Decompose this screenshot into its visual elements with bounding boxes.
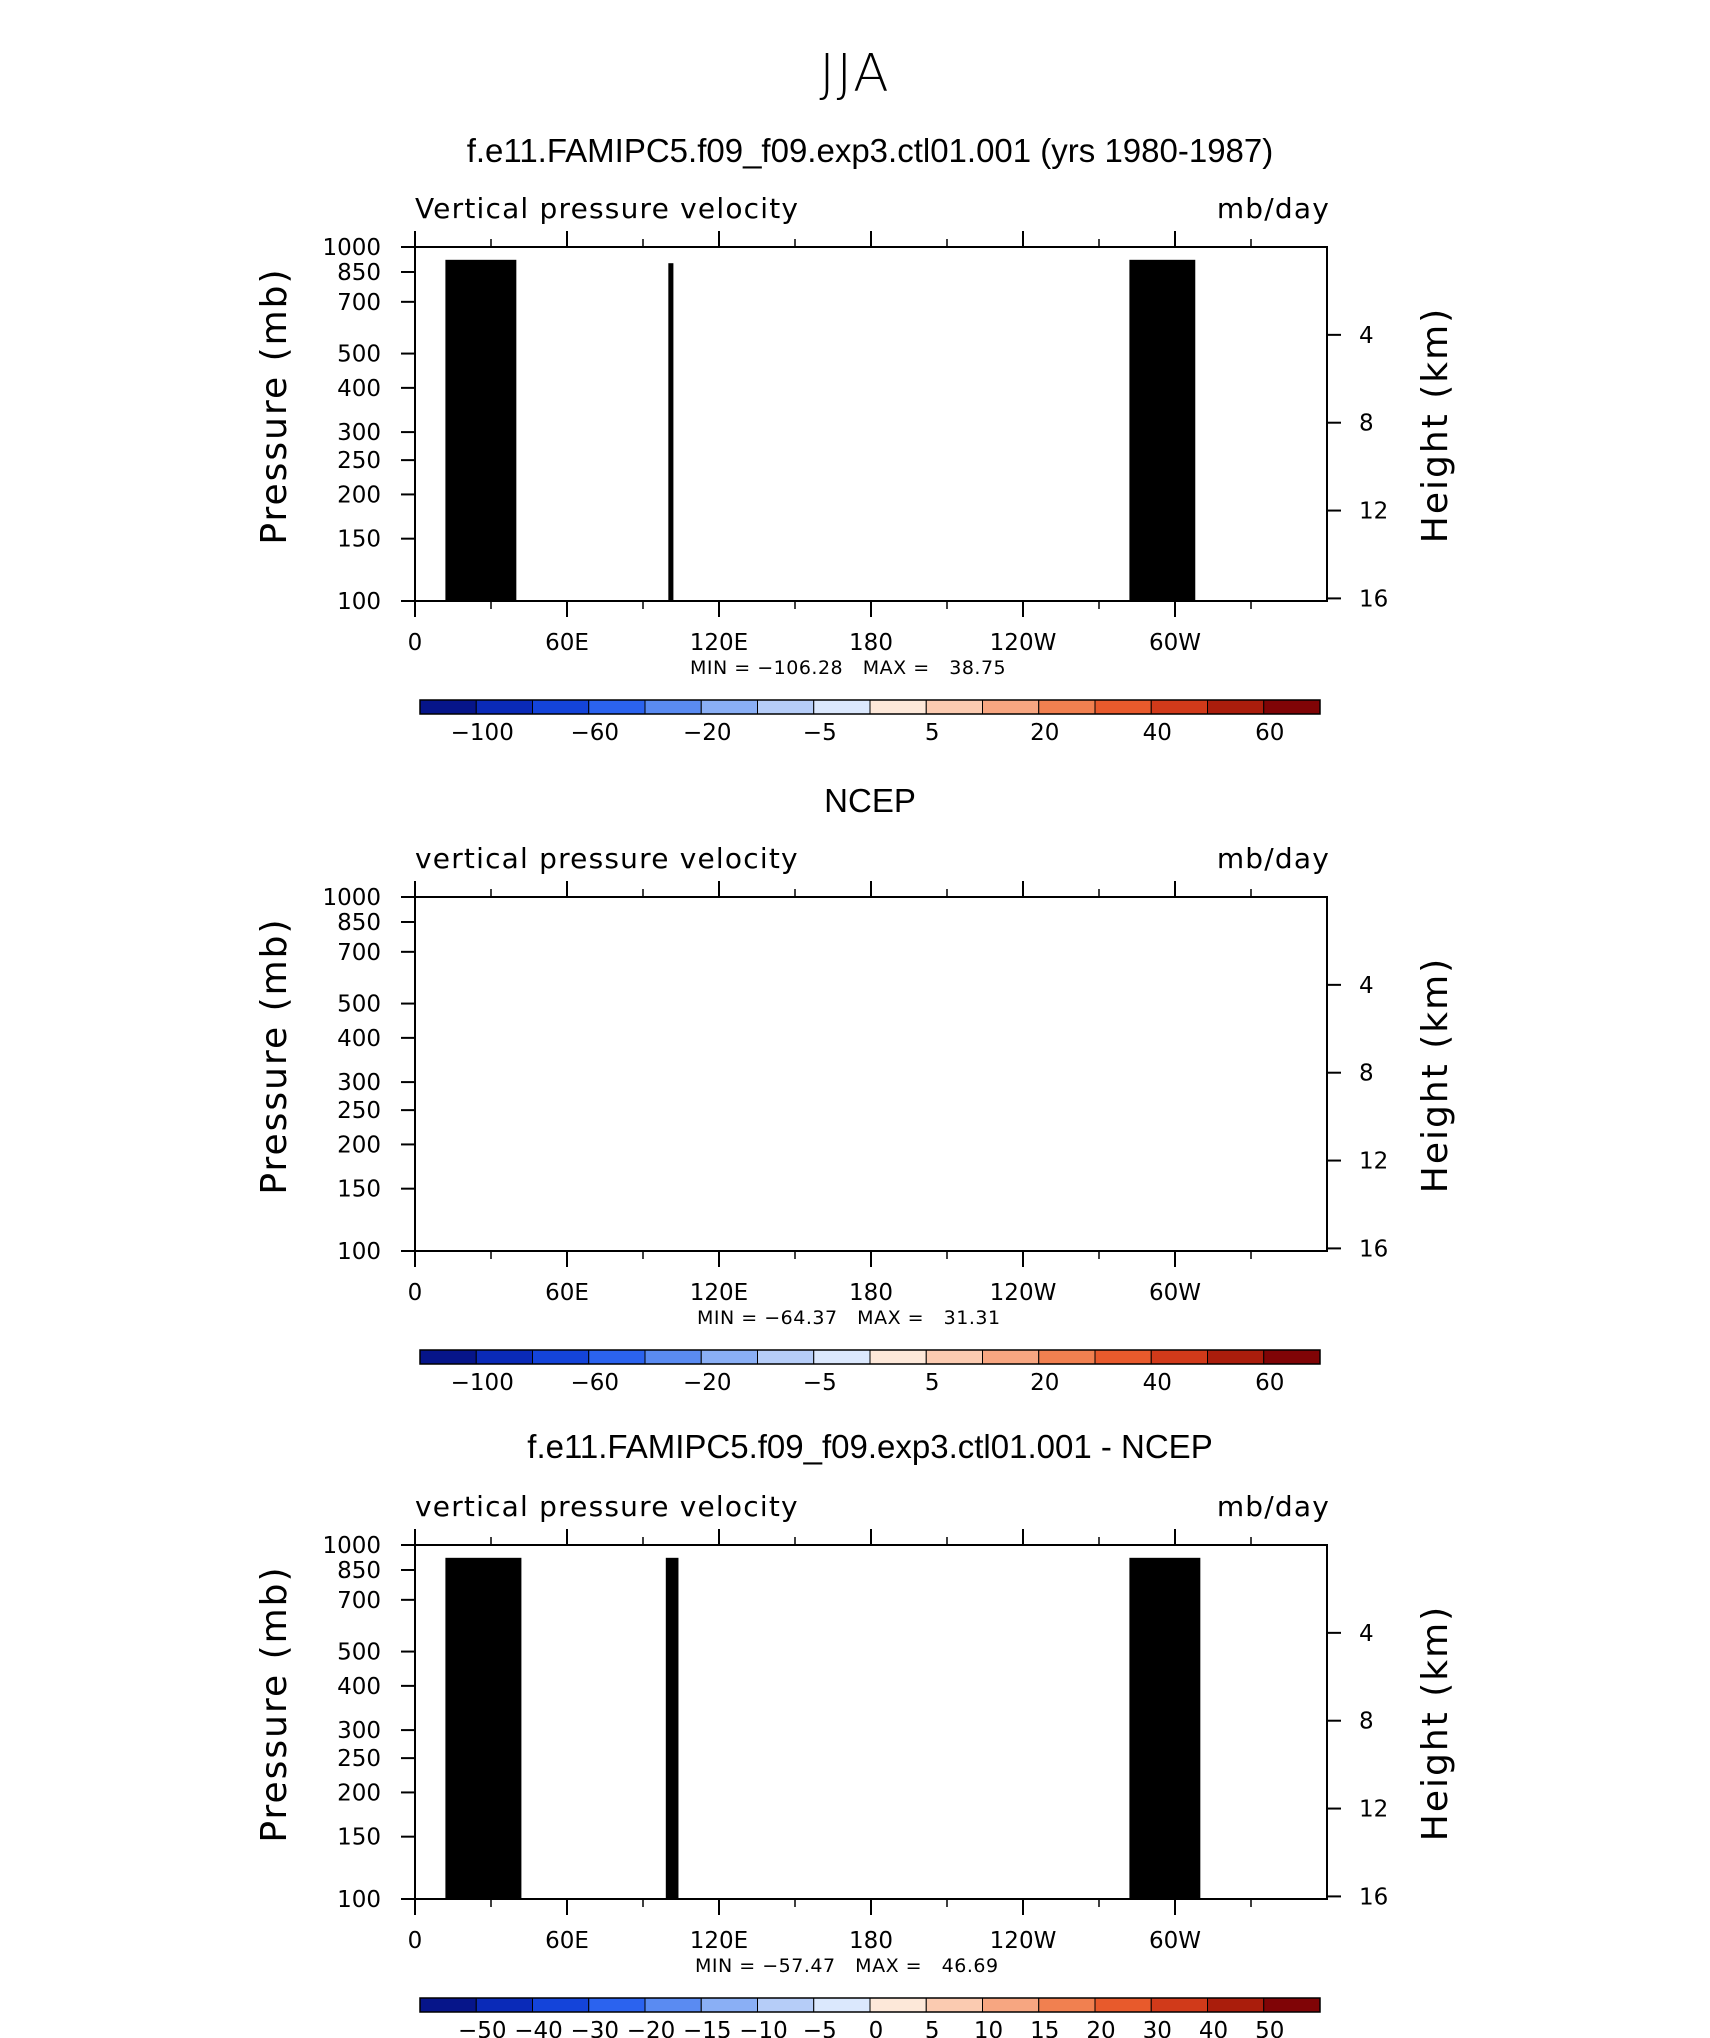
panel-2-variable-label: vertical pressure velocity: [415, 842, 799, 875]
panel-2-max-label: MAX =: [857, 1307, 925, 1329]
panel-2-min-max: MIN = −64.37 MAX = 31.31: [697, 1307, 1001, 1329]
x-tick-label: 60W: [1149, 630, 1201, 656]
panel-1-title: f.e11.FAMIPC5.f09_f09.exp3.ctl01.001 (yr…: [466, 132, 1274, 169]
colorbar-frame: [419, 699, 1321, 715]
y-tick-label: 400: [337, 376, 381, 402]
panel-2-max-value: 31.31: [943, 1307, 1001, 1329]
topography-block: [668, 263, 674, 601]
x-tick-label: 180: [849, 630, 893, 656]
panel-1-min-max: MIN = −106.28 MAX = 38.75: [690, 657, 1006, 679]
colorbar-label: −60: [570, 720, 619, 746]
colorbar-label: −5: [803, 720, 837, 746]
x-tick-label: 60E: [545, 630, 589, 656]
x-tick-label: 120W: [990, 630, 1057, 656]
panel-2-title: NCEP: [824, 782, 916, 819]
right-tick-label: 12: [1359, 499, 1388, 525]
topography-block: [445, 259, 517, 601]
panel-2-min-value: −64.37: [764, 1307, 838, 1329]
topography-block: [1129, 259, 1196, 601]
panel-1-max-label: MAX =: [862, 657, 930, 679]
colorbar-label: 60: [1255, 720, 1284, 746]
panel-1-min-value: −106.28: [757, 657, 844, 679]
y-tick-label: 250: [337, 448, 381, 474]
colorbar-label: −20: [683, 720, 732, 746]
panel-2-min-label: MIN =: [697, 1307, 758, 1329]
colorbar-label: 20: [1030, 720, 1059, 746]
panel-1-variable-label: Vertical pressure velocity: [415, 192, 800, 225]
y-tick-label: 700: [337, 290, 381, 316]
colorbar-label: 40: [1143, 720, 1172, 746]
y-tick-label: 150: [337, 527, 381, 553]
y-tick-label: 850: [337, 260, 381, 286]
y-tick-label: 100: [337, 589, 381, 615]
y-tick-label: 500: [337, 342, 381, 368]
x-tick-label: 0: [408, 630, 423, 656]
panel-1-units: mb/day: [1216, 192, 1330, 225]
y-tick-label: 200: [337, 482, 381, 508]
right-tick-label: 16: [1359, 586, 1388, 612]
x-tick-label: 120E: [690, 630, 748, 656]
colorbar-label: 5: [925, 720, 940, 746]
panel-1-max-value: 38.75: [949, 657, 1007, 679]
colorbar-label: −100: [451, 720, 514, 746]
right-tick-label: 8: [1359, 411, 1374, 437]
panel-2-units: mb/day: [1216, 842, 1330, 875]
panel-1-min-label: MIN =: [690, 657, 751, 679]
y-tick-label: 300: [337, 420, 381, 446]
y-tick-label: 1000: [322, 235, 381, 261]
figure-title: JJA: [819, 44, 891, 104]
right-tick-label: 4: [1359, 323, 1374, 349]
topography-block: [485, 271, 504, 601]
